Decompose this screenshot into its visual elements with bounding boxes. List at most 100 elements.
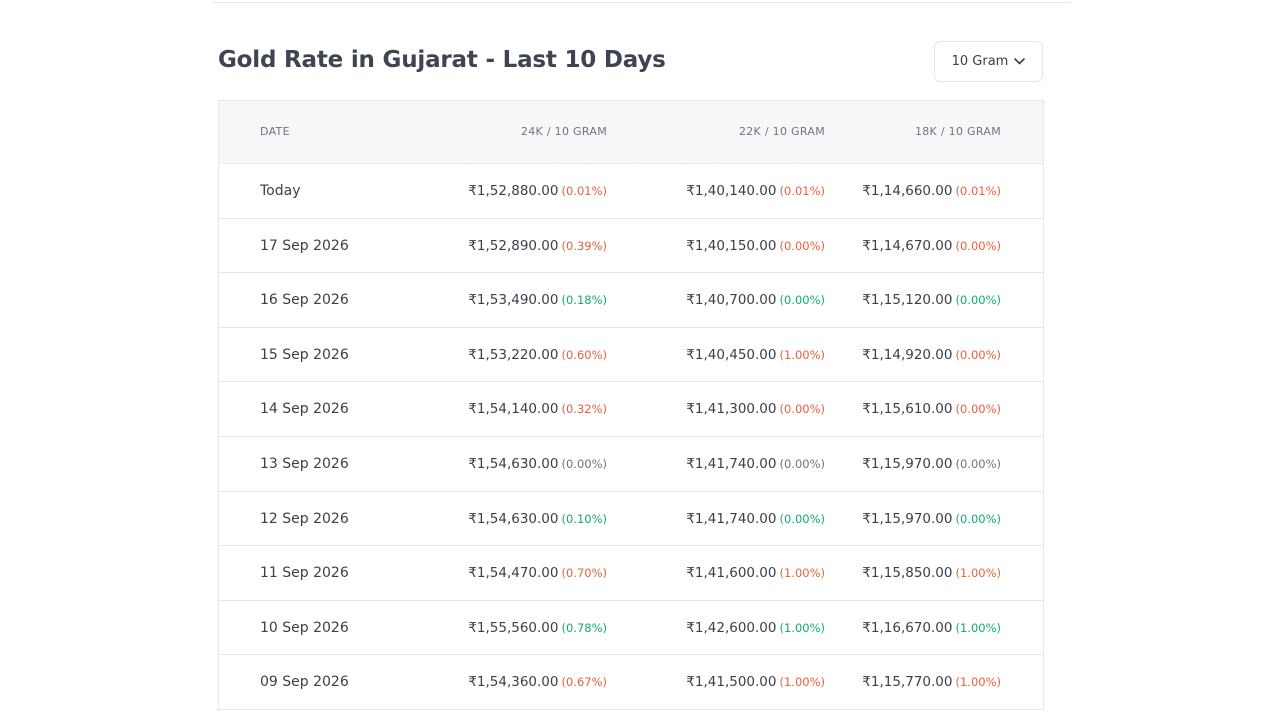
rate-22k-cell: ₹1,40,150.00 (0.00%)	[686, 219, 825, 273]
rate-24k-price: ₹1,52,890.00	[468, 237, 559, 254]
rate-24k-cell: ₹1,54,470.00 (0.70%)	[468, 546, 607, 600]
rate-22k-cell: ₹1,40,450.00 (1.00%)	[686, 328, 825, 382]
rate-18k-price: ₹1,16,670.00	[862, 619, 953, 636]
rate-18k-price: ₹1,15,770.00	[862, 674, 953, 691]
rate-22k-cell: ₹1,41,600.00 (1.00%)	[686, 546, 825, 600]
rate-18k-change: (0.01%)	[955, 184, 1001, 198]
rate-18k-price: ₹1,14,660.00	[862, 183, 953, 199]
rate-24k-change: (0.10%)	[561, 511, 607, 526]
table-row: 17 Sep 2026 ₹1,52,890.00 (0.39%) ₹1,40,150.…	[219, 219, 1043, 274]
date-cell: 14 Sep 2026	[260, 401, 349, 418]
rate-18k-cell: ₹1,14,920.00 (0.00%)	[862, 328, 1001, 382]
rate-22k-change: (0.00%)	[779, 511, 825, 526]
rate-24k-change: (0.60%)	[561, 347, 607, 362]
rate-24k-change: (0.18%)	[561, 293, 607, 308]
column-header-date: DATE	[260, 125, 290, 138]
rate-24k-cell: ₹1,52,880.00 (0.01%)	[468, 164, 607, 218]
rate-18k-cell: ₹1,14,660.00 (0.01%)	[862, 164, 1001, 218]
rate-18k-price: ₹1,15,970.00	[862, 510, 953, 527]
rate-24k-price: ₹1,54,630.00	[468, 455, 559, 472]
rate-22k-change: (0.00%)	[779, 293, 825, 308]
rate-18k-price: ₹1,15,120.00	[862, 292, 953, 309]
rate-18k-cell: ₹1,16,670.00 (1.00%)	[862, 601, 1001, 655]
rate-22k-price: ₹1,40,150.00	[686, 237, 777, 254]
table-row: 16 Sep 2026 ₹1,53,490.00 (0.18%) ₹1,40,700.…	[219, 273, 1043, 328]
date-cell: 12 Sep 2026	[260, 510, 349, 527]
rate-22k-cell: ₹1,40,700.00 (0.00%)	[686, 273, 825, 327]
rate-24k-change: (0.01%)	[561, 184, 607, 198]
rate-18k-price: ₹1,15,970.00	[862, 455, 953, 472]
top-divider	[213, 2, 1070, 3]
rate-24k-price: ₹1,54,470.00	[468, 565, 559, 582]
rate-18k-cell: ₹1,15,970.00 (0.00%)	[862, 492, 1001, 546]
rate-18k-change: (1.00%)	[955, 620, 1001, 635]
rate-18k-cell: ₹1,15,770.00 (1.00%)	[862, 655, 1001, 709]
rate-22k-price: ₹1,40,140.00	[686, 183, 777, 199]
rate-18k-change: (0.00%)	[955, 402, 1001, 417]
rate-18k-change: (1.00%)	[955, 675, 1001, 690]
rate-24k-cell: ₹1,54,630.00 (0.10%)	[468, 492, 607, 546]
rate-24k-change: (0.70%)	[561, 566, 607, 581]
rate-18k-cell: ₹1,15,120.00 (0.00%)	[862, 273, 1001, 327]
rate-22k-change: (0.00%)	[779, 456, 825, 471]
rate-22k-price: ₹1,41,500.00	[686, 674, 777, 691]
date-cell: 16 Sep 2026	[260, 292, 349, 309]
rate-24k-price: ₹1,52,880.00	[468, 183, 559, 199]
rate-18k-change: (0.00%)	[955, 293, 1001, 308]
rate-24k-change: (0.39%)	[561, 238, 607, 253]
column-header-24k: 24K / 10 GRAM	[520, 125, 607, 138]
rate-24k-cell: ₹1,54,630.00 (0.00%)	[468, 437, 607, 491]
date-cell: 15 Sep 2026	[260, 346, 349, 363]
rate-24k-cell: ₹1,54,360.00 (0.67%)	[468, 655, 607, 709]
rate-24k-price: ₹1,54,140.00	[468, 401, 559, 418]
rate-18k-change: (0.00%)	[955, 238, 1001, 253]
rate-22k-price: ₹1,42,600.00	[686, 619, 777, 636]
rate-18k-price: ₹1,14,670.00	[862, 237, 953, 254]
date-cell: 11 Sep 2026	[260, 565, 349, 582]
rate-18k-price: ₹1,15,610.00	[862, 401, 953, 418]
column-header-18k: 18K / 10 GRAM	[914, 125, 1001, 138]
rate-24k-change: (0.32%)	[561, 402, 607, 417]
page-title: Gold Rate in Gujarat - Last 10 Days	[218, 47, 666, 73]
rate-24k-change: (0.67%)	[561, 675, 607, 690]
rate-22k-cell: ₹1,41,740.00 (0.00%)	[686, 492, 825, 546]
rate-24k-price: ₹1,54,360.00	[468, 674, 559, 691]
rate-24k-price: ₹1,55,560.00	[468, 619, 559, 636]
rate-18k-price: ₹1,15,850.00	[862, 565, 953, 582]
rate-24k-change: (0.00%)	[561, 456, 607, 471]
column-header-22k: 22K / 10 GRAM	[738, 125, 825, 138]
rate-24k-price: ₹1,53,490.00	[468, 292, 559, 309]
rate-22k-change: (0.00%)	[779, 238, 825, 253]
rate-22k-cell: ₹1,41,740.00 (0.00%)	[686, 437, 825, 491]
unit-select-value: 10 Gram	[951, 54, 1009, 69]
gold-rate-table: DATE 24K / 10 GRAM 22K / 10 GRAM 18K / 1…	[218, 100, 1044, 710]
table-row: 10 Sep 2026 ₹1,55,560.00 (0.78%) ₹1,42,600.…	[219, 601, 1043, 656]
rate-22k-change: (1.00%)	[779, 566, 825, 581]
rate-24k-price: ₹1,53,220.00	[468, 346, 559, 363]
rate-24k-change: (0.78%)	[561, 620, 607, 635]
rate-18k-price: ₹1,14,920.00	[862, 346, 953, 363]
rate-24k-cell: ₹1,52,890.00 (0.39%)	[468, 219, 607, 273]
rate-22k-change: (1.00%)	[779, 620, 825, 635]
rate-22k-change: (1.00%)	[779, 347, 825, 362]
date-cell: 10 Sep 2026	[260, 619, 349, 636]
chevron-down-icon	[1014, 58, 1026, 65]
rate-24k-price: ₹1,54,630.00	[468, 510, 559, 527]
table-body: Today ₹1,52,880.00 (0.01%) ₹1,40,140.00 (0.0…	[219, 164, 1043, 710]
date-cell: 13 Sep 2026	[260, 455, 349, 472]
table-row: 15 Sep 2026 ₹1,53,220.00 (0.60%) ₹1,40,450.…	[219, 328, 1043, 383]
rate-22k-cell: ₹1,41,500.00 (1.00%)	[686, 655, 825, 709]
rate-22k-price: ₹1,41,300.00	[686, 401, 777, 418]
rate-22k-change: (1.00%)	[779, 675, 825, 690]
date-cell: 09 Sep 2026	[260, 674, 349, 691]
rate-22k-price: ₹1,40,450.00	[686, 346, 777, 363]
rate-18k-cell: ₹1,14,670.00 (0.00%)	[862, 219, 1001, 273]
unit-select-dropdown[interactable]: 10 Gram	[934, 41, 1043, 82]
rate-22k-change: (0.01%)	[779, 184, 825, 198]
rate-18k-change: (0.00%)	[955, 511, 1001, 526]
rate-18k-change: (1.00%)	[955, 566, 1001, 581]
table-row: 11 Sep 2026 ₹1,54,470.00 (0.70%) ₹1,41,600.…	[219, 546, 1043, 601]
date-cell: 17 Sep 2026	[260, 237, 349, 254]
rate-22k-cell: ₹1,40,140.00 (0.01%)	[686, 164, 825, 218]
date-cell: Today	[260, 183, 301, 199]
